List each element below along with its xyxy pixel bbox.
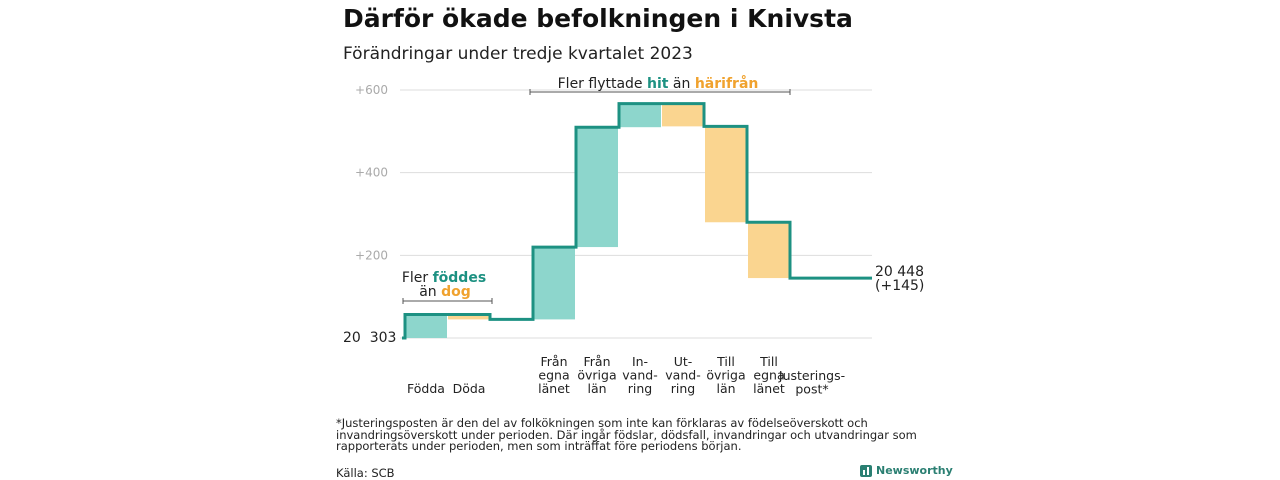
y-tick-label-600: +600	[355, 83, 388, 97]
category-label-fran_ovriga_lan-1: övriga	[577, 368, 616, 383]
bars	[405, 103, 790, 338]
migration-annotation-text: Fler flyttade hit än härifrån	[558, 75, 759, 92]
category-label-till_egna_lanet-2: länet	[753, 381, 785, 396]
category-label-till_ovriga_lan-2: län	[716, 381, 735, 396]
category-label-till_ovriga_lan-1: övriga	[706, 368, 745, 383]
bar-fran_ovriga_lan	[576, 127, 618, 248]
category-label-fodda-0: Födda	[407, 381, 445, 396]
start-value-label: 20 303	[343, 330, 396, 346]
brand-logo: Newsworthy	[860, 464, 953, 477]
grid-lines	[400, 89, 872, 339]
category-labels: Födda DödaFrånegnalänetFrånövrigalänIn-va…	[407, 354, 845, 397]
bar-till_egna_lanet	[748, 222, 790, 279]
category-label-till_egna_lanet-0: Till	[759, 354, 778, 369]
category-label-invandring-0: In-	[632, 354, 648, 369]
category-label-fran_ovriga_lan-0: Från	[583, 354, 610, 369]
category-label-utvandring-1: vand-	[665, 368, 700, 383]
category-label-invandring-2: ring	[628, 381, 652, 396]
category-label-till_ovriga_lan-0: Till	[716, 354, 735, 369]
births-annotation-line2: än dog	[419, 284, 471, 300]
births-annotation: Fler föddes än dog	[402, 270, 493, 304]
category-label-invandring-1: vand-	[622, 368, 657, 383]
category-label-fran_ovriga_lan-2: län	[587, 381, 606, 396]
category-label-doda-0: Döda	[453, 381, 486, 396]
bar-fodda	[405, 314, 447, 338]
y-tick-label-200: +200	[355, 248, 388, 262]
bar-till_ovriga_lan	[705, 126, 747, 223]
bar-doda	[448, 314, 490, 320]
chart-subtitle: Förändringar under tredje kvartalet 2023	[343, 44, 693, 64]
category-label-fran_egna_lanet-1: egna	[538, 368, 569, 383]
cumulative-step-line	[402, 102, 872, 340]
source-label: Källa: SCB	[336, 466, 395, 480]
end-change-label: (+145)	[875, 278, 924, 294]
category-label-till_egna_lanet-1: egna	[753, 368, 784, 383]
brand-name: Newsworthy	[876, 464, 953, 477]
migration-annotation: Fler flyttade hit än härifrån	[529, 75, 791, 95]
bar-utvandring	[662, 103, 704, 127]
category-label-fran_egna_lanet-0: Från	[540, 354, 567, 369]
waterfall-chart: +200+400+600 Födda DödaFrånegnalänetFrånö…	[343, 75, 924, 397]
end-value-label: 20 448	[875, 264, 924, 280]
category-label-utvandring-0: Ut-	[674, 354, 693, 369]
bar-fran_egna_lanet	[533, 247, 575, 320]
y-tick-label-400: +400	[355, 166, 388, 180]
cumulative-line	[402, 102, 872, 340]
births-annotation-line1: Fler föddes	[402, 270, 486, 286]
chart-title: Därför ökade befolkningen i Knivsta	[343, 4, 853, 33]
bar-invandring	[619, 103, 661, 128]
category-label-utvandring-2: ring	[671, 381, 695, 396]
footnote: *Justeringsposten är den del av folkökni…	[336, 416, 917, 453]
y-axis-ticks: +200 +400 +600	[355, 83, 388, 262]
category-label-fran_egna_lanet-2: länet	[538, 381, 570, 396]
category-label-justeringspost-0: Justerings-	[778, 368, 845, 383]
newsworthy-logo-icon	[860, 464, 872, 477]
category-label-justeringspost-1: post*	[795, 382, 828, 397]
